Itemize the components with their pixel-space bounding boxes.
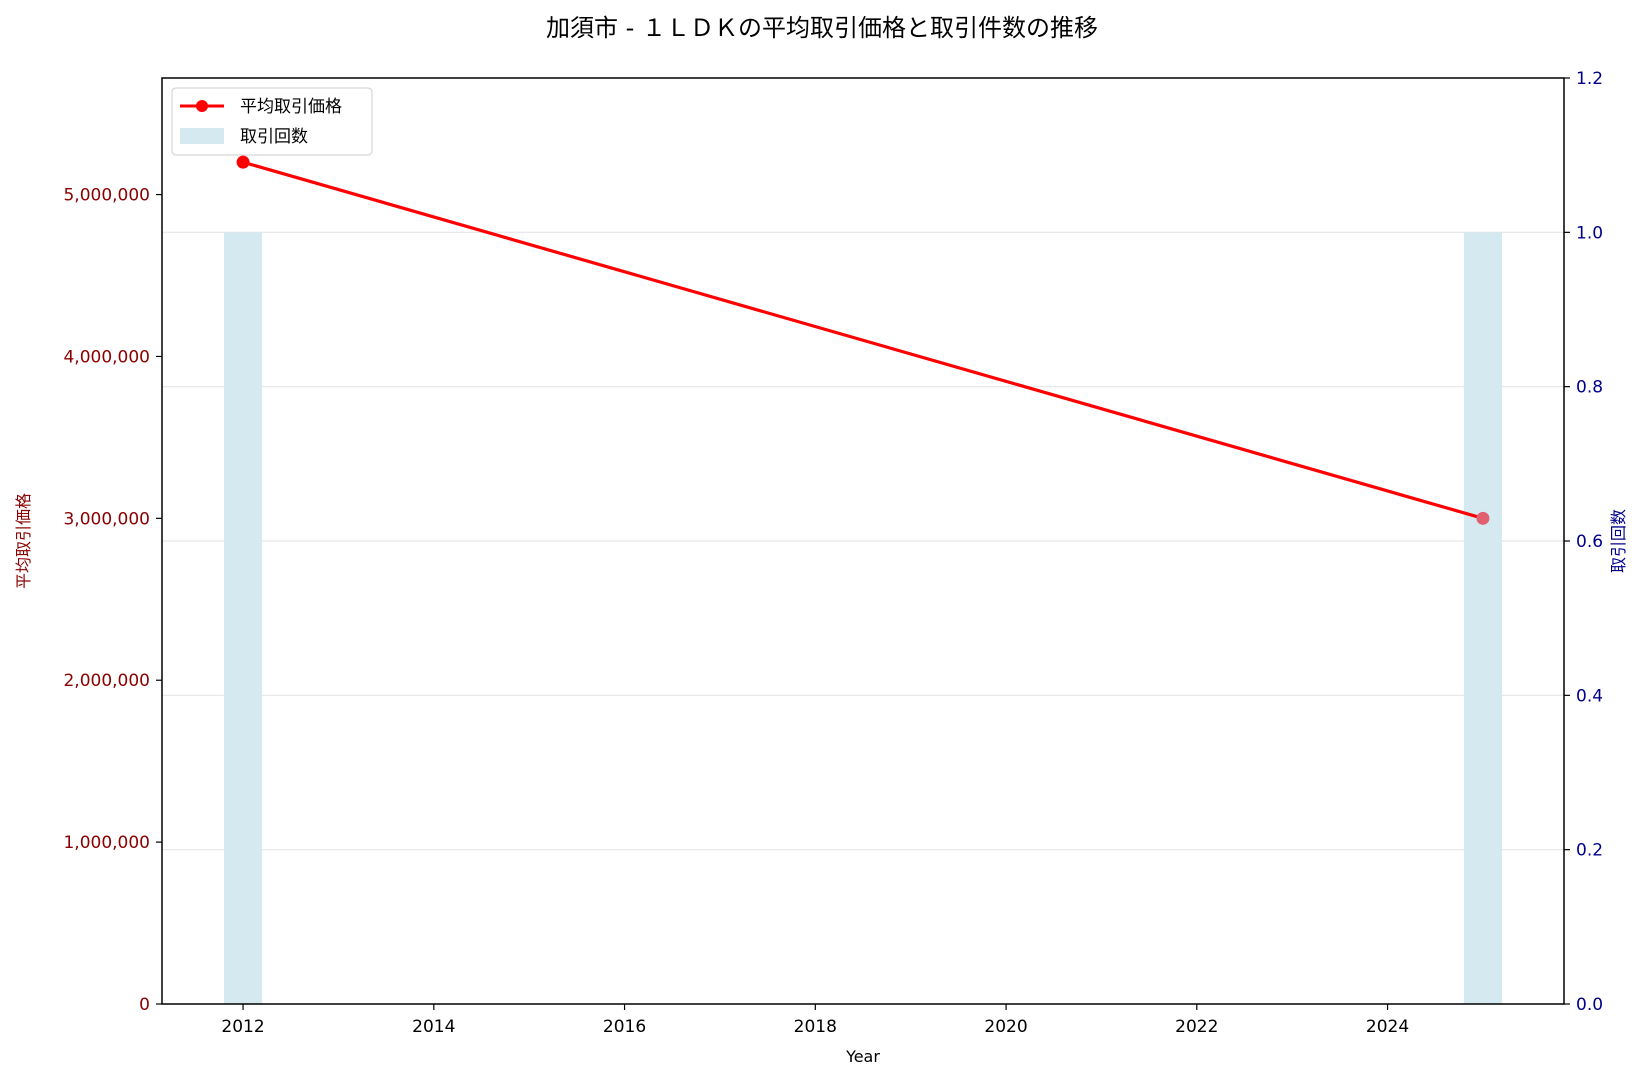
left-y-axis: 0 1,000,000 2,000,000 3,000,000 4,000,000 5,0… [63, 186, 162, 1015]
legend-label-trade-count: 取引回数 [240, 127, 308, 147]
right-tick-label-3: 0.6 [1576, 532, 1603, 552]
left-tick-label-4: 4,000,000 [63, 347, 150, 367]
right-tick-label-4: 0.8 [1576, 378, 1603, 398]
price-line [242, 160, 1484, 520]
left-tick-label-5: 5,000,000 [63, 186, 150, 206]
legend-label-avg-price: 平均取引価格 [240, 97, 342, 117]
right-tick-label-2: 0.4 [1576, 686, 1603, 706]
right-tick-label-0: 0.0 [1576, 995, 1603, 1015]
price-point-2025 [1476, 511, 1490, 525]
legend: 平均取引価格 取引回数 [171, 87, 373, 156]
left-tick-label-0: 0 [139, 995, 150, 1015]
bar-2012 [223, 232, 263, 1005]
price-point-2012 [236, 155, 250, 169]
bar-2025 [1463, 232, 1503, 1005]
x-axis: 2012 2014 2016 2018 2020 2022 2024 [221, 1004, 1409, 1037]
legend-marker-swatch [196, 100, 208, 112]
line-series-avg-price [236, 155, 1490, 525]
right-y-axis: 0.0 0.2 0.4 0.6 0.8 1.0 1.2 [1564, 69, 1603, 1015]
chart-title: 加須市 - １ＬＤＫの平均取引価格と取引件数の推移 [546, 14, 1098, 42]
right-tick-label-1: 0.2 [1576, 841, 1603, 861]
x-tick-label-2012: 2012 [221, 1017, 264, 1037]
legend-bar-swatch [180, 128, 224, 144]
x-tick-label-2020: 2020 [984, 1017, 1027, 1037]
bar-series-trade-count [223, 232, 1503, 1005]
x-tick-label-2022: 2022 [1175, 1017, 1218, 1037]
x-axis-label: Year [845, 1047, 880, 1066]
grid-lines [162, 231, 1564, 851]
right-tick-label-5: 1.0 [1576, 223, 1603, 243]
x-tick-label-2024: 2024 [1366, 1017, 1409, 1037]
x-tick-label-2014: 2014 [412, 1017, 455, 1037]
left-y-axis-label: 平均取引価格 [14, 493, 33, 589]
right-tick-label-6: 1.2 [1576, 69, 1603, 89]
right-y-axis-label: 取引回数 [1609, 509, 1628, 573]
x-tick-label-2016: 2016 [603, 1017, 646, 1037]
left-tick-label-2: 2,000,000 [63, 671, 150, 691]
x-tick-label-2018: 2018 [794, 1017, 837, 1037]
left-tick-label-3: 3,000,000 [63, 509, 150, 529]
left-tick-label-1: 1,000,000 [63, 833, 150, 853]
